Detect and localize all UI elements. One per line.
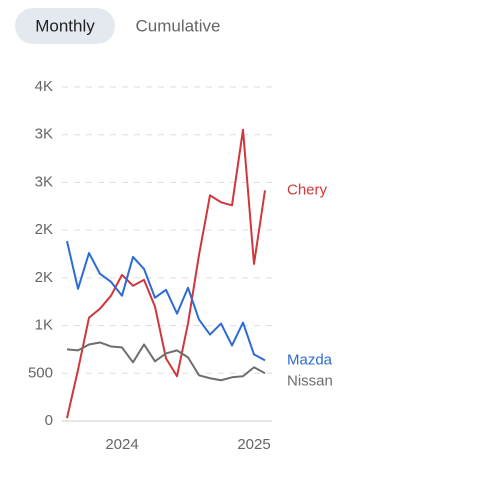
series-line [66, 341, 266, 382]
y-tick-label: 1K [35, 317, 53, 334]
series-line [66, 240, 266, 362]
legend-label: Mazda [287, 351, 333, 368]
y-tick-label: 500 [28, 364, 53, 381]
x-tick-label: 2024 [105, 436, 138, 453]
x-tick-label: 2025 [237, 436, 270, 453]
y-tick-label: 0 [45, 412, 53, 429]
tab-active-bg[interactable] [15, 8, 115, 44]
y-tick-label: 2K [35, 221, 53, 238]
tab[interactable]: Cumulative [135, 16, 220, 35]
y-tick-label: 3K [35, 173, 53, 190]
y-tick-label: 2K [35, 269, 53, 286]
tab[interactable]: Monthly [35, 16, 95, 35]
series-line [66, 128, 266, 419]
y-tick-label: 4K [35, 78, 53, 95]
y-tick-label: 3K [35, 126, 53, 143]
legend-label: Chery [287, 181, 328, 198]
legend-label: Nissan [287, 372, 333, 389]
